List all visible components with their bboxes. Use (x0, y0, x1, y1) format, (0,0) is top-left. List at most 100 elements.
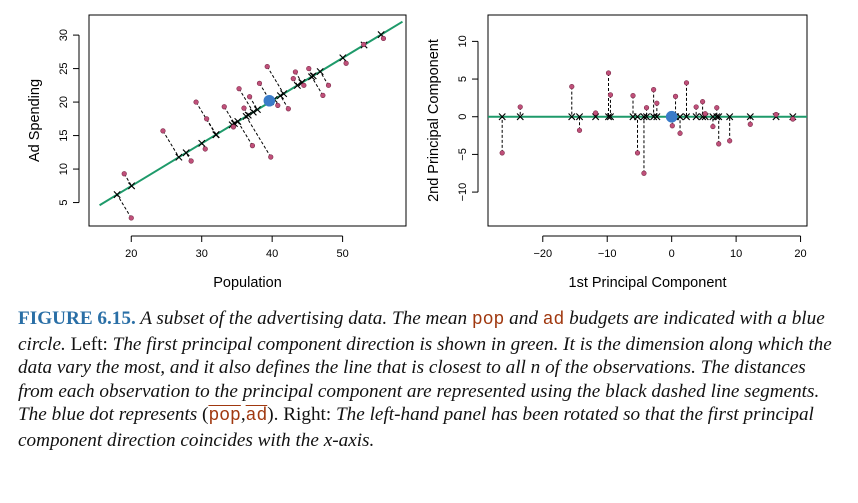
right-data-point (683, 80, 690, 86)
right-plot-frame (487, 14, 808, 227)
caption-paren-close: ). (267, 404, 279, 425)
right-y-axis-label: 2nd Principal Component (426, 39, 442, 202)
right-projection-marker (633, 113, 642, 121)
caption-text-2: and (504, 308, 543, 329)
right-data-point (593, 110, 599, 116)
left-x-tick-label: 40 (266, 248, 278, 260)
right-data-point (605, 70, 612, 76)
right-projection-marker (604, 113, 613, 121)
left-data-point (264, 63, 270, 70)
right-data-point (576, 127, 583, 133)
right-y-tick-label: −5 (457, 148, 469, 161)
right-data-point (790, 116, 796, 122)
left-data-point (343, 60, 349, 66)
caption-text-4: The first principal component direction … (18, 333, 832, 426)
right-projection-marker (650, 113, 658, 121)
right-projection-marker (726, 113, 734, 121)
right-data-point (699, 99, 706, 105)
left-y-tick-label: 15 (58, 129, 70, 141)
left-projection-marker (113, 191, 121, 199)
right-projection-marker (575, 113, 584, 121)
left-y-tick-label: 30 (58, 29, 70, 41)
right-projection-marker (516, 113, 524, 121)
left-panel: 20 30 40 50 5 10 15 20 25 30 Population Ad Spending (27, 14, 407, 291)
right-projection-marker (682, 113, 691, 121)
right-data-point (634, 150, 641, 156)
left-projection-marker (316, 67, 324, 76)
left-data-point (320, 92, 326, 98)
caption-code-pop-mean: pop (208, 406, 241, 426)
caption-right-label: Right: (278, 404, 332, 425)
left-residual-segment (116, 194, 132, 219)
right-data-point (716, 141, 722, 147)
right-x-axis-label: 1st Principal Component (569, 275, 727, 291)
caption-left-label: Left: (65, 333, 108, 355)
left-x-tick-label: 50 (336, 248, 348, 260)
left-data-point (256, 80, 263, 86)
right-data-point (643, 105, 650, 111)
left-y-tick-label: 25 (58, 62, 70, 74)
left-data-point (247, 94, 253, 100)
left-residual-segment (206, 118, 217, 135)
right-x-tick-label: −20 (533, 248, 552, 260)
left-residual-segment (238, 88, 254, 113)
left-residual-segment (311, 76, 324, 96)
left-data-point (202, 146, 208, 152)
right-data-point (693, 104, 699, 110)
right-projection-marker (713, 113, 721, 121)
left-data-point (290, 76, 296, 82)
left-mean-point (263, 94, 276, 107)
right-x-tick-label: −10 (598, 248, 617, 260)
left-data-point (230, 124, 237, 130)
caption-figure-label: FIGURE 6.15. (18, 308, 136, 329)
left-residual-segment (319, 71, 329, 86)
left-y-tick-label: 5 (58, 199, 70, 205)
right-projection-marker (498, 113, 506, 121)
left-y-tick-label: 10 (58, 163, 70, 175)
right-data-point (677, 130, 683, 136)
right-y-tick-label: 5 (457, 76, 469, 82)
left-projection-marker (175, 153, 183, 161)
left-projection-marker (276, 92, 284, 100)
left-projection-marker (212, 130, 220, 139)
left-data-point (275, 102, 281, 109)
left-residual-segment (266, 66, 285, 94)
left-data-layer (99, 20, 403, 221)
right-data-point (654, 100, 660, 106)
right-data-point (569, 83, 575, 90)
caption-code-pop: pop (471, 310, 505, 330)
left-y-axis-label: Ad Spending (27, 79, 43, 162)
right-projection-marker (746, 113, 754, 121)
right-data-point (630, 93, 636, 99)
right-data-point (773, 111, 779, 118)
right-projection-marker (642, 113, 651, 121)
caption-comma: , (240, 404, 246, 425)
left-x-tick-label: 30 (196, 248, 208, 260)
left-data-point (221, 104, 227, 110)
left-data-point (236, 86, 242, 92)
right-data-point (714, 105, 720, 111)
caption-code-ad-mean: ad (245, 406, 268, 426)
caption-text-5: The left-hand panel has been rotated so … (18, 404, 814, 451)
right-panel: −20 −10 0 10 20 −10 −5 0 5 10 1st Principal Compon… (426, 14, 808, 291)
right-projection-marker (715, 113, 723, 121)
right-projection-marker (676, 113, 684, 121)
right-data-layer (488, 70, 807, 176)
caption-text-1: A subset of the advertising data. The me… (135, 308, 472, 329)
right-data-point (517, 104, 523, 110)
left-projection-marker (182, 149, 190, 157)
left-data-point (306, 65, 312, 72)
left-data-point (361, 41, 367, 48)
left-residual-segment (237, 121, 253, 146)
left-projection-marker (198, 139, 206, 147)
right-data-point (702, 111, 708, 117)
left-data-point (301, 82, 307, 88)
left-residual-segment (223, 106, 235, 124)
right-projection-marker (653, 113, 661, 121)
left-residual-segment (245, 116, 272, 158)
left-projection-marker (280, 90, 288, 98)
left-projection-marker (293, 81, 301, 89)
left-data-point (285, 106, 291, 112)
left-data-point (188, 158, 194, 164)
left-data-point (241, 105, 247, 111)
